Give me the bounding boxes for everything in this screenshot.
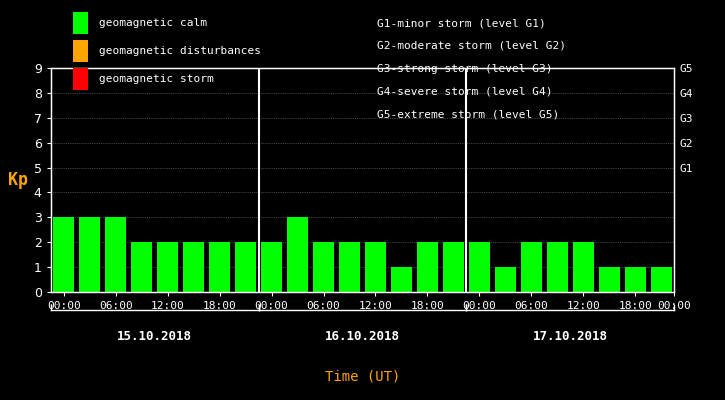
Bar (599, 267, 620, 292)
Text: G5-extreme storm (level G5): G5-extreme storm (level G5) (377, 109, 559, 119)
Bar (443, 242, 464, 292)
Text: Kp: Kp (8, 171, 28, 189)
Text: geomagnetic calm: geomagnetic calm (99, 18, 207, 28)
Text: G4-severe storm (level G4): G4-severe storm (level G4) (377, 86, 552, 96)
Bar (521, 242, 542, 292)
Text: geomagnetic disturbances: geomagnetic disturbances (99, 46, 261, 56)
Bar (313, 242, 334, 292)
Bar (417, 242, 438, 292)
Text: Time (UT): Time (UT) (325, 370, 400, 384)
Bar (494, 267, 516, 292)
Text: G1-minor storm (level G1): G1-minor storm (level G1) (377, 18, 546, 28)
Text: G2-moderate storm (level G2): G2-moderate storm (level G2) (377, 41, 566, 51)
Bar (183, 242, 204, 292)
Text: 15.10.2018: 15.10.2018 (117, 330, 192, 343)
Text: G3-strong storm (level G3): G3-strong storm (level G3) (377, 64, 552, 74)
Bar (391, 267, 412, 292)
Bar (105, 217, 126, 292)
Bar (209, 242, 231, 292)
Bar (79, 217, 100, 292)
Bar (573, 242, 594, 292)
Bar (339, 242, 360, 292)
Bar (157, 242, 178, 292)
Bar (469, 242, 490, 292)
Bar (650, 267, 672, 292)
Text: 17.10.2018: 17.10.2018 (533, 330, 608, 343)
Bar (547, 242, 568, 292)
Bar (287, 217, 308, 292)
Bar (261, 242, 282, 292)
Bar (131, 242, 152, 292)
Text: 16.10.2018: 16.10.2018 (325, 330, 400, 343)
Bar (53, 217, 75, 292)
Bar (235, 242, 256, 292)
Bar (625, 267, 646, 292)
Bar (365, 242, 386, 292)
Text: geomagnetic storm: geomagnetic storm (99, 74, 214, 84)
